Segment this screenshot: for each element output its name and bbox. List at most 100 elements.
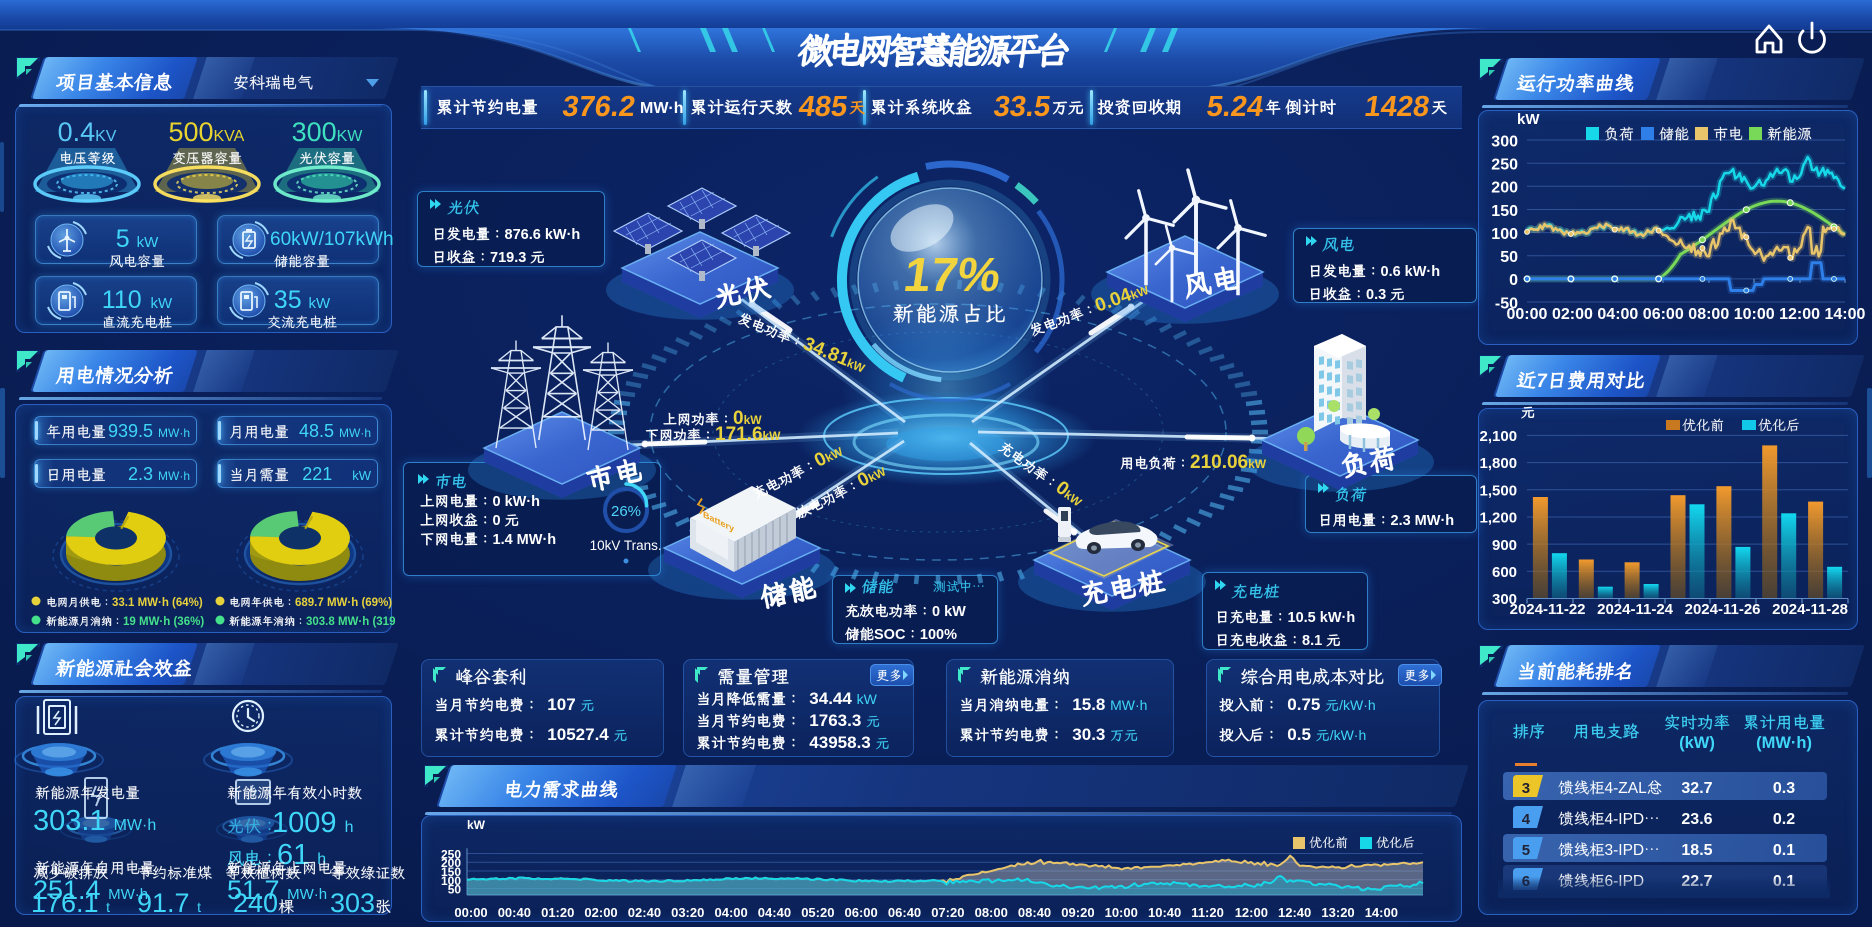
svg-text:1009: 1009 xyxy=(272,807,345,839)
svg-text:171.6: 171.6 xyxy=(715,424,763,445)
svg-text:14:00: 14:00 xyxy=(1825,306,1866,323)
svg-text:0.3: 0.3 xyxy=(1366,287,1390,303)
svg-text:h: h xyxy=(317,851,326,868)
svg-text:10:00: 10:00 xyxy=(1734,306,1775,323)
svg-text:7: 7 xyxy=(1535,370,1549,392)
svg-text:18.5: 18.5 xyxy=(1681,842,1712,859)
svg-text:4: 4 xyxy=(1522,811,1531,828)
svg-text:15.8: 15.8 xyxy=(1072,695,1110,714)
svg-text:0.4: 0.4 xyxy=(58,117,96,147)
svg-text:kW: kW xyxy=(1517,111,1540,128)
svg-text:MW·h: MW·h xyxy=(158,469,190,483)
svg-text:00:00: 00:00 xyxy=(1507,306,1548,323)
svg-text:50: 50 xyxy=(448,883,462,897)
svg-text:376.2: 376.2 xyxy=(560,91,637,123)
svg-text:26%: 26% xyxy=(611,503,641,520)
svg-text:303.1: 303.1 xyxy=(33,805,114,837)
svg-text:-50: -50 xyxy=(1495,295,1518,312)
svg-text:2024-11-22: 2024-11-22 xyxy=(1510,601,1586,618)
svg-text:600: 600 xyxy=(1492,564,1517,581)
svg-text:0.1: 0.1 xyxy=(1773,842,1795,859)
svg-text:1.4 MW·h: 1.4 MW·h xyxy=(493,532,557,548)
svg-text:5: 5 xyxy=(1522,842,1530,859)
svg-text:KV: KV xyxy=(95,128,117,145)
svg-text:kW: kW xyxy=(744,413,763,427)
svg-text:MW·h: MW·h xyxy=(1110,697,1147,713)
svg-text:02:40: 02:40 xyxy=(628,905,661,920)
svg-text:100%: 100% xyxy=(920,627,957,643)
svg-text:33.5: 33.5 xyxy=(992,91,1053,123)
svg-text:19 MW·h (36%): 19 MW·h (36%) xyxy=(123,616,204,628)
svg-text:08:00: 08:00 xyxy=(975,905,1008,920)
svg-text:MW·h: MW·h xyxy=(640,100,684,117)
svg-text:/kW·h: /kW·h xyxy=(1339,697,1376,713)
svg-text:kW: kW xyxy=(857,691,878,707)
svg-text:4-ZAL: 4-ZAL xyxy=(1605,780,1648,797)
svg-text:/kW·h: /kW·h xyxy=(1330,727,1367,743)
svg-text:0.75: 0.75 xyxy=(1287,695,1325,714)
svg-text:303.8 MW·h (319: 303.8 MW·h (319 xyxy=(306,616,395,628)
svg-text:43958.3: 43958.3 xyxy=(809,733,875,752)
svg-text:100: 100 xyxy=(441,874,461,888)
svg-text:kW: kW xyxy=(137,234,160,251)
svg-text:300: 300 xyxy=(1492,591,1517,608)
svg-text:0.5: 0.5 xyxy=(1287,725,1315,744)
svg-text:485: 485 xyxy=(797,91,850,123)
svg-text:06:00: 06:00 xyxy=(1643,306,1684,323)
svg-text:221: 221 xyxy=(302,464,352,484)
svg-text:10:00: 10:00 xyxy=(1105,905,1138,920)
svg-text:MW·h: MW·h xyxy=(114,817,157,834)
svg-text:t: t xyxy=(197,899,201,915)
svg-text:03:20: 03:20 xyxy=(671,905,704,920)
svg-text:35: 35 xyxy=(274,286,309,314)
svg-text:200: 200 xyxy=(1491,180,1518,197)
svg-text:MW·h: MW·h xyxy=(287,886,327,903)
svg-text:50: 50 xyxy=(1500,249,1518,266)
svg-text:04:00: 04:00 xyxy=(1597,306,1638,323)
svg-text:02:00: 02:00 xyxy=(584,905,617,920)
svg-text:110: 110 xyxy=(102,286,149,314)
svg-text:2024-11-26: 2024-11-26 xyxy=(1685,601,1761,618)
svg-text:11:20: 11:20 xyxy=(1191,905,1224,920)
svg-text:3: 3 xyxy=(1522,780,1530,797)
svg-text:300: 300 xyxy=(1491,133,1518,150)
svg-text:210.06: 210.06 xyxy=(1190,452,1248,473)
svg-text:kW: kW xyxy=(1129,283,1151,303)
svg-text:13:20: 13:20 xyxy=(1321,905,1354,920)
svg-text:1,800: 1,800 xyxy=(1480,455,1518,472)
svg-text:t: t xyxy=(106,899,110,915)
svg-text:00:40: 00:40 xyxy=(498,905,531,920)
svg-text:5.24: 5.24 xyxy=(1205,91,1267,123)
svg-text:2.3 MW·h: 2.3 MW·h xyxy=(1391,513,1455,529)
svg-text:0.3: 0.3 xyxy=(1773,780,1795,797)
svg-text:107: 107 xyxy=(547,695,580,714)
svg-text:MW·h: MW·h xyxy=(158,426,190,440)
svg-text:0: 0 xyxy=(733,408,744,429)
svg-text:06:00: 06:00 xyxy=(845,905,878,920)
svg-text:(MW·h): (MW·h) xyxy=(1756,734,1812,752)
svg-text:48.5: 48.5 xyxy=(299,421,339,441)
svg-text:kW: kW xyxy=(845,356,868,376)
svg-text:04:40: 04:40 xyxy=(758,905,791,920)
svg-text:900: 900 xyxy=(1492,537,1517,554)
svg-text:250: 250 xyxy=(1491,157,1518,174)
svg-text:251.4: 251.4 xyxy=(33,875,108,905)
svg-text:3-IPD: 3-IPD xyxy=(1605,842,1645,859)
svg-text:(kW): (kW) xyxy=(1679,734,1715,752)
svg-text:12:00: 12:00 xyxy=(1235,905,1268,920)
svg-text:5: 5 xyxy=(116,225,137,253)
svg-text:939.5: 939.5 xyxy=(108,421,158,441)
svg-text:1763.3: 1763.3 xyxy=(809,711,866,730)
svg-text:10.5 kW·h: 10.5 kW·h xyxy=(1288,610,1356,626)
svg-text:SOC: SOC xyxy=(874,627,906,643)
svg-text:0: 0 xyxy=(1509,272,1518,289)
svg-text:kW: kW xyxy=(467,818,486,832)
svg-text:08:00: 08:00 xyxy=(1688,306,1729,323)
svg-text:kW: kW xyxy=(1248,457,1267,471)
svg-text:689.7 MW·h (69%): 689.7 MW·h (69%) xyxy=(295,597,392,609)
svg-text:0: 0 xyxy=(493,513,505,529)
svg-text:h: h xyxy=(345,819,354,836)
svg-text:250: 250 xyxy=(441,848,461,862)
svg-text:10527.4: 10527.4 xyxy=(547,725,613,744)
svg-text:33.1 MW·h (64%): 33.1 MW·h (64%) xyxy=(112,597,203,609)
